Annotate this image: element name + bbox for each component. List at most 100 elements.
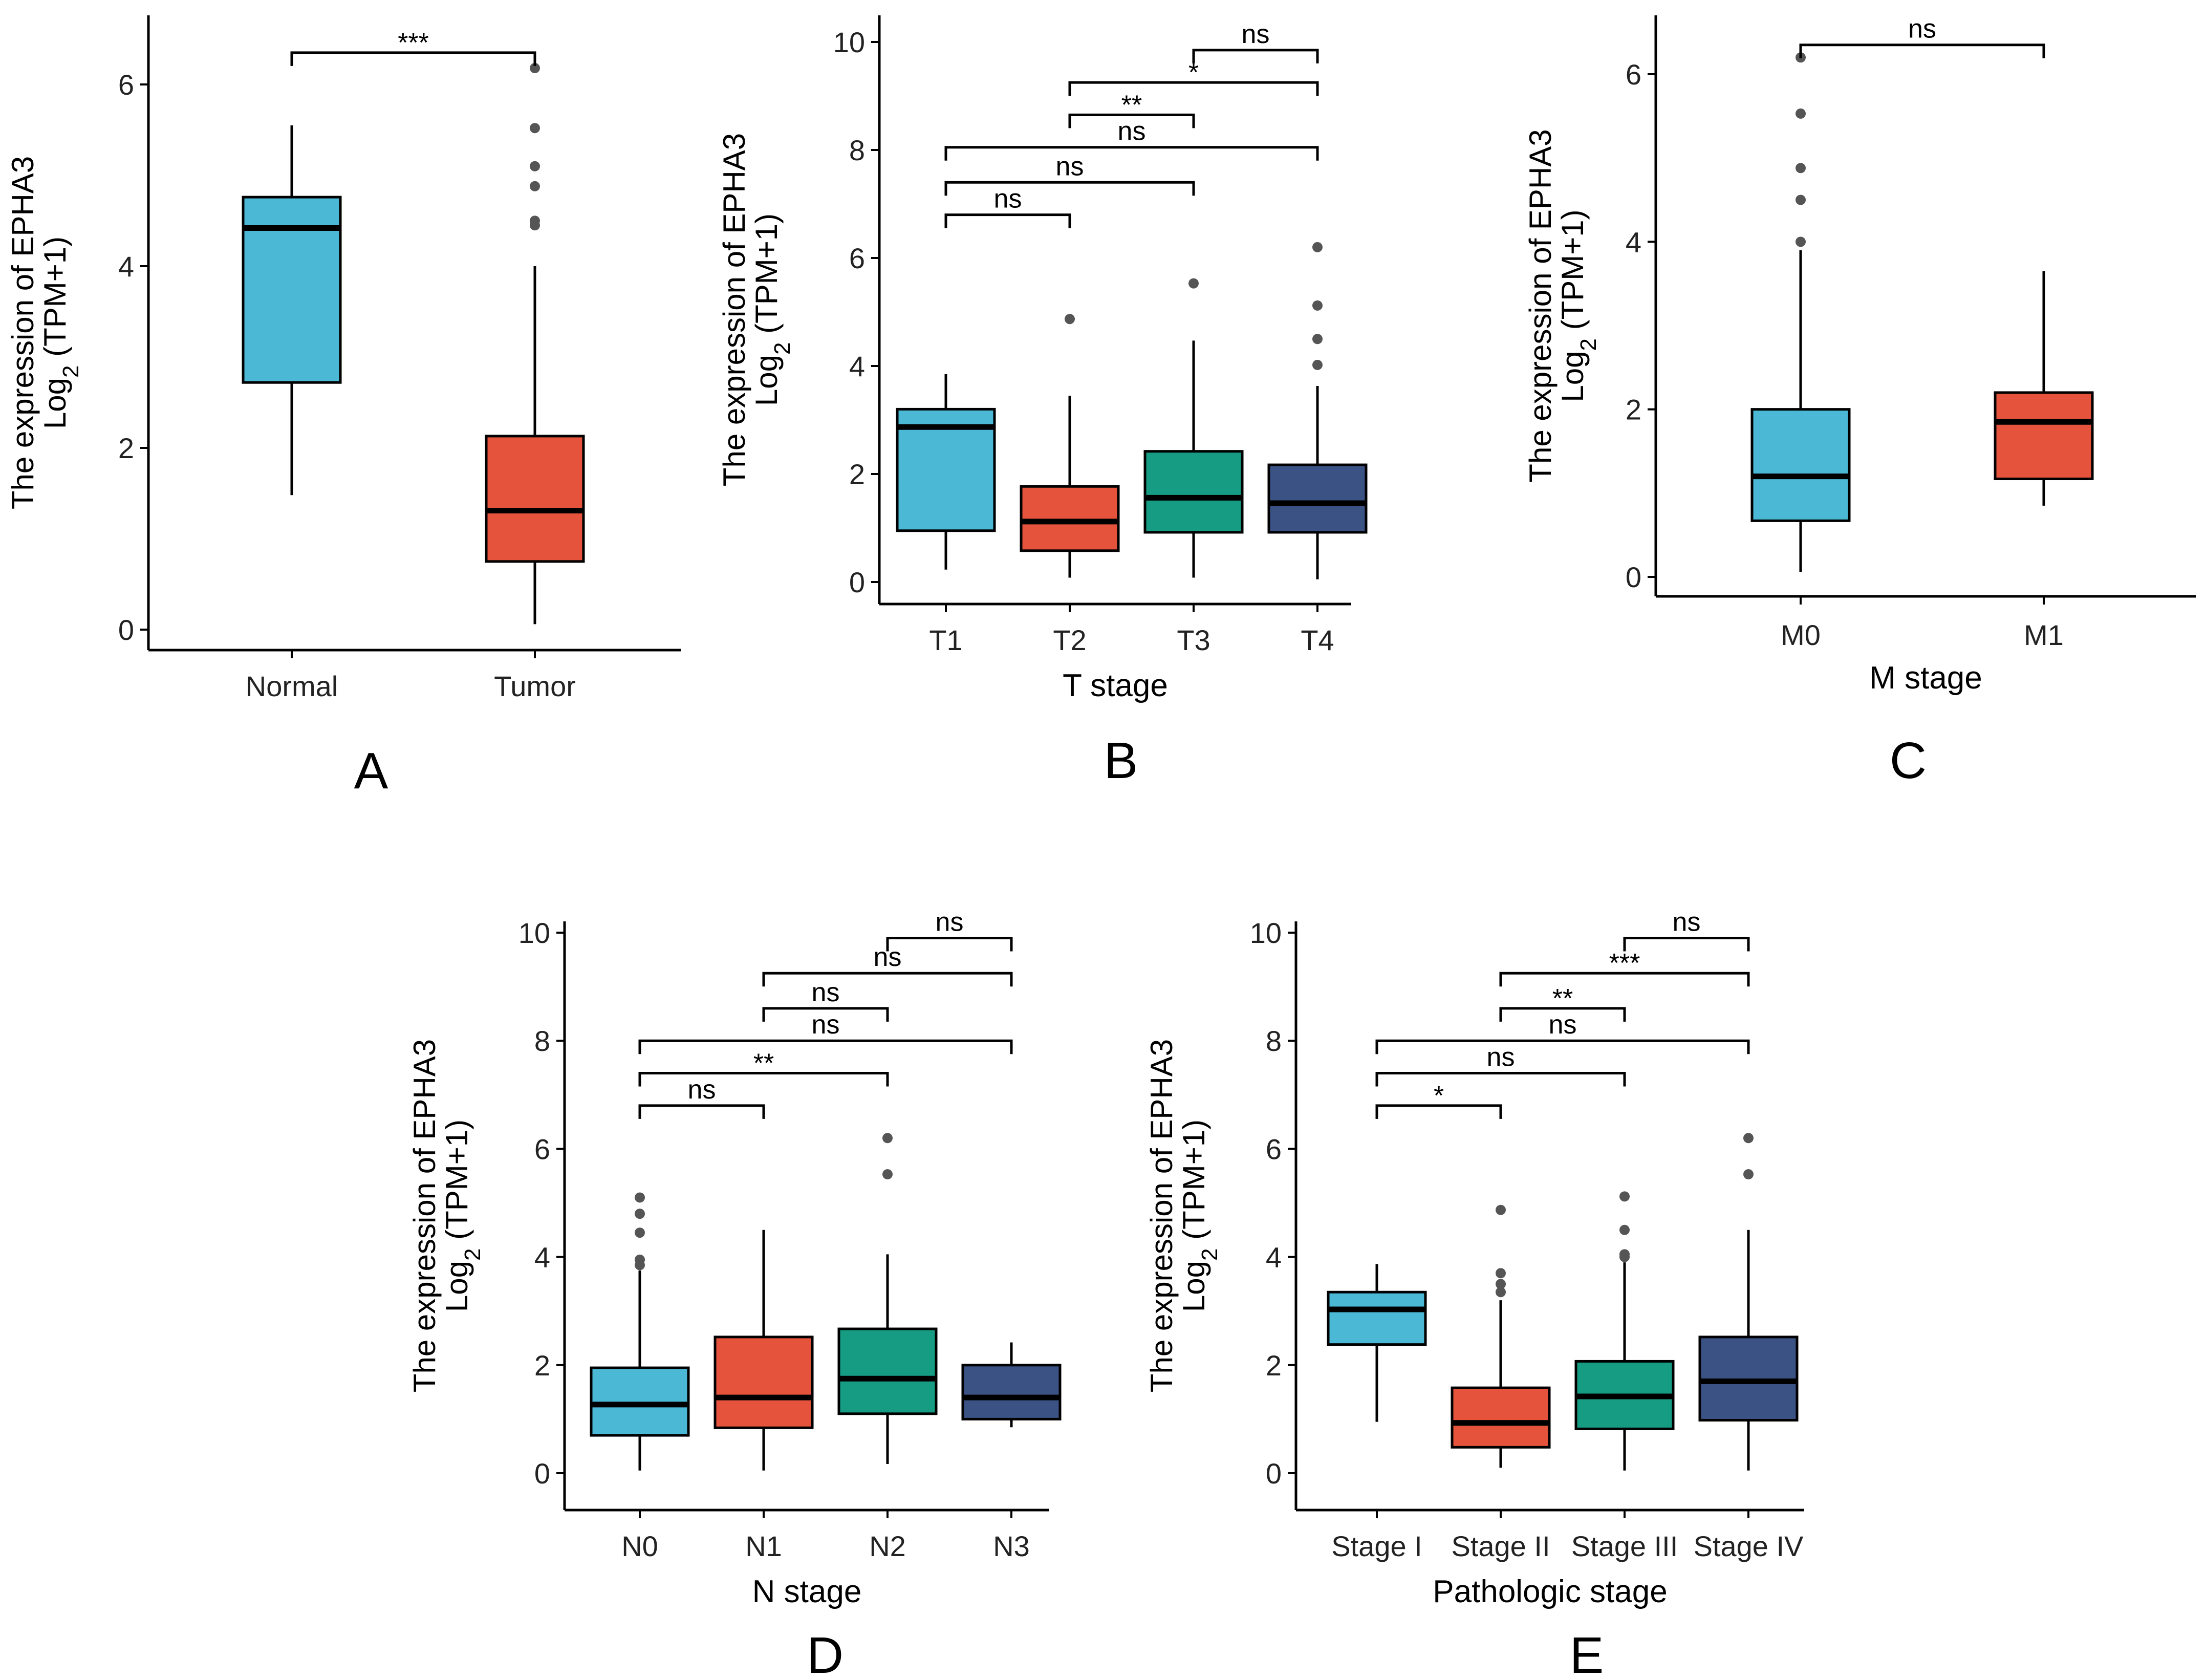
- outlier-point: [530, 123, 540, 134]
- box-body: [961, 1364, 1062, 1420]
- outlier-point: [530, 181, 540, 191]
- y-tick-label: 4: [1626, 226, 1641, 258]
- ylabel-log: Log: [38, 378, 72, 429]
- y-tick-label: 4: [1266, 1241, 1282, 1274]
- significance-bracket: ns: [638, 1010, 1013, 1054]
- y-tick-label: 8: [1266, 1025, 1282, 1057]
- y-axis-subtitle: Log2 (TPM+1): [1177, 1119, 1222, 1312]
- y-tick-label: 8: [534, 1025, 550, 1057]
- y-tick-label: 6: [1266, 1133, 1282, 1165]
- y-tick-label: 4: [118, 250, 134, 283]
- outlier-point: [635, 1192, 645, 1203]
- outlier-point: [1496, 1268, 1506, 1279]
- box-body: [590, 1366, 690, 1437]
- panel-letter: B: [1104, 732, 1138, 789]
- ylabel-log: Log: [749, 355, 784, 406]
- y-tick-label: 6: [118, 69, 134, 101]
- box-t1: [896, 374, 996, 570]
- x-tick-label: Normal: [246, 670, 338, 702]
- outlier-point: [1065, 314, 1075, 325]
- y-tick-label: 10: [833, 26, 865, 58]
- y-tick-label: 2: [1266, 1349, 1282, 1382]
- ylabel-subscript: 2: [1576, 338, 1601, 351]
- outlier-point: [530, 161, 540, 171]
- y-tick-label: 0: [1626, 561, 1641, 593]
- x-tick-label: N2: [869, 1530, 906, 1562]
- bracket-line: [886, 937, 1013, 952]
- bracket-line: [762, 1007, 889, 1022]
- significance-label: ns: [688, 1075, 716, 1105]
- significance-bracket: *: [1068, 58, 1319, 96]
- x-tick-label: T2: [1053, 624, 1086, 656]
- ylabel-units: (TPM+1): [1177, 1119, 1211, 1248]
- significance-bracket: ns: [944, 152, 1195, 196]
- box-body: [1451, 1386, 1551, 1449]
- box-body: [713, 1336, 814, 1429]
- bracket-line: [1375, 1104, 1502, 1119]
- significance-label: ns: [1908, 14, 1936, 44]
- x-tick-label: N3: [993, 1530, 1030, 1562]
- x-tick-label: N0: [621, 1530, 658, 1562]
- y-tick-label: 0: [118, 614, 134, 646]
- significance-bracket: ns: [1192, 19, 1319, 63]
- box-m0: [1750, 52, 1851, 572]
- x-tick-label: T1: [929, 624, 962, 656]
- box-stage-ii: [1451, 1204, 1551, 1468]
- x-tick-label: T4: [1301, 624, 1334, 656]
- x-tick-label: T3: [1177, 624, 1210, 656]
- outlier-point: [1619, 1249, 1630, 1260]
- bracket-line: [1499, 972, 1750, 987]
- outlier-point: [1796, 108, 1806, 119]
- significance-bracket: **: [638, 1049, 889, 1087]
- y-tick-label: 6: [534, 1133, 550, 1165]
- significance-bracket: ns: [1375, 1043, 1626, 1087]
- bracket-line: [638, 1039, 1013, 1054]
- y-axis-title: The expression of EPHA3: [1144, 1039, 1179, 1392]
- bracket-line: [1623, 937, 1750, 952]
- significance-bracket: ns: [886, 908, 1013, 952]
- outlier-point: [1188, 278, 1199, 289]
- significance-label: ns: [1242, 19, 1270, 49]
- significance-label: ns: [1118, 117, 1146, 146]
- bracket-line: [1375, 1072, 1626, 1087]
- y-tick-label: 2: [118, 432, 134, 464]
- outlier-point: [1796, 195, 1806, 205]
- outlier-point: [635, 1209, 645, 1219]
- significance-label: ns: [1549, 1010, 1577, 1040]
- outlier-point: [882, 1133, 893, 1144]
- y-tick-label: 4: [849, 350, 865, 382]
- y-tick-label: 8: [849, 134, 865, 166]
- box-stage-i: [1327, 1264, 1427, 1422]
- y-axis-title: The expression of EPHA3: [6, 156, 40, 509]
- box-tumor: [485, 63, 585, 624]
- box-body: [242, 196, 342, 384]
- ylabel-subscript: 2: [1197, 1248, 1222, 1261]
- y-tick-label: 2: [534, 1349, 550, 1382]
- box-n3: [961, 1342, 1062, 1428]
- x-axis-title: M stage: [1869, 660, 1982, 696]
- significance-bracket: ns: [944, 117, 1319, 161]
- outlier-point: [530, 216, 540, 226]
- y-axis-title: The expression of EPHA3: [1523, 129, 1558, 482]
- box-body: [485, 435, 585, 563]
- outlier-point: [882, 1169, 893, 1180]
- significance-label: **: [1121, 90, 1142, 120]
- ylabel-subscript: 2: [460, 1248, 485, 1261]
- y-tick-label: 10: [1250, 917, 1282, 949]
- box-body: [837, 1327, 938, 1415]
- significance-label: **: [753, 1049, 774, 1079]
- chart-panel-a: 0 2 4 6 Normal Tumor *** The expression of EPHA…: [6, 15, 681, 800]
- bracket-line: [290, 51, 536, 66]
- bracket-line: [944, 181, 1195, 196]
- x-tick-label: Tumor: [494, 670, 576, 702]
- bracket-line: [1499, 1007, 1626, 1022]
- box-t4: [1267, 242, 1368, 579]
- outlier-point: [1312, 334, 1323, 344]
- y-axis-title: The expression of EPHA3: [407, 1039, 442, 1392]
- ylabel-units: (TPM+1): [440, 1119, 474, 1248]
- box-t2: [1020, 314, 1120, 578]
- outlier-point: [635, 1227, 645, 1238]
- x-tick-label: M1: [2024, 619, 2064, 651]
